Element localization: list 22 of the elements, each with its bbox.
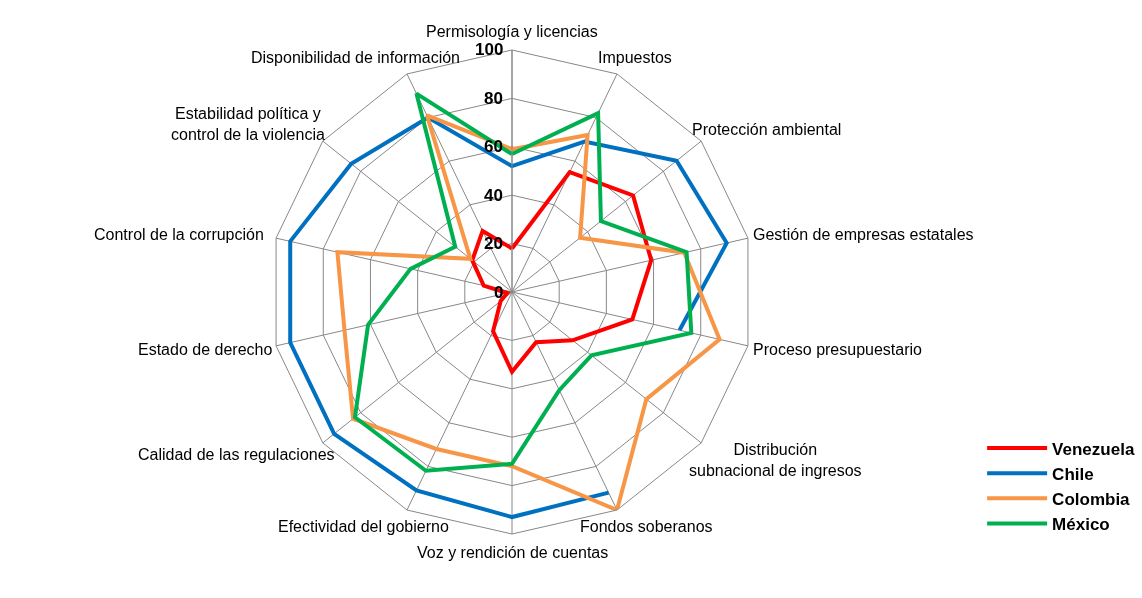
spoke-label: Permisología y licencias — [426, 23, 598, 40]
spoke-label: Impuestos — [598, 49, 672, 66]
y-tick-label: 100 — [475, 40, 504, 59]
y-tick-label: 40 — [484, 186, 503, 205]
spoke-label: Fondos soberanos — [580, 518, 713, 535]
spoke-label: Disponibilidad de información — [251, 49, 461, 66]
spoke-label: Efectividad del gobierno — [278, 518, 449, 535]
legend-label: México — [1052, 515, 1110, 535]
spoke-label: Control de la corrupción — [94, 226, 264, 243]
legend-label: Venezuela — [1052, 439, 1135, 459]
spoke-label: Gestión de empresas estatales — [753, 226, 974, 243]
spoke-label: Calidad de las regulaciones — [138, 446, 335, 463]
spoke-label: Protección ambiental — [692, 121, 842, 138]
spoke-label: Estado de derecho — [138, 341, 273, 358]
spoke-label: Voz y rendición de cuentas — [417, 544, 609, 561]
spoke-label: Proceso presupuestario — [753, 341, 923, 358]
spoke-label: Distribución subnacional de ingresos — [689, 441, 862, 479]
y-tick-label: 20 — [484, 234, 503, 253]
legend-label: Chile — [1052, 464, 1094, 484]
spoke-label: Estabilidad política y control de la violencia — [171, 105, 325, 143]
legend-label: Colombia — [1052, 489, 1131, 509]
y-tick-label: 80 — [484, 89, 503, 108]
